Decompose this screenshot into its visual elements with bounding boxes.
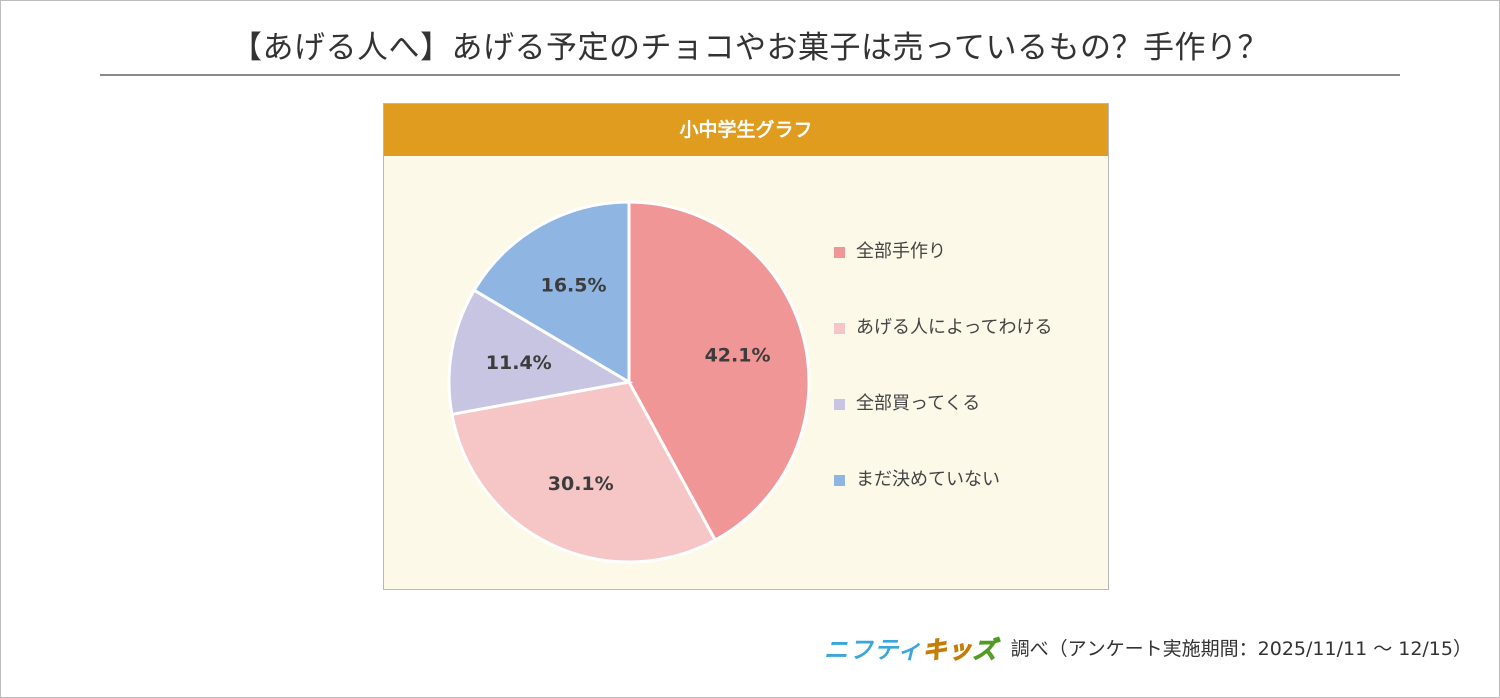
pie-slice-undecided [472,200,631,385]
chart-panel: 小中学生グラフ 42.1% 30.1% 11.4% 16.5% 全部手作り あげる人に… [383,103,1109,590]
title-divider [100,74,1400,76]
pie-slice-depends-on-person [450,380,718,564]
legend-swatch [834,247,845,258]
pie-chart: 42.1% 30.1% 11.4% 16.5% [447,200,811,564]
legend-label: まだ決めていない [856,469,1000,490]
survey-source-text: 調べ（アンケート実施期間：2025/11/11 〜 12/15） [1010,638,1472,660]
pie-labels: 42.1% 30.1% 11.4% 16.5% [486,275,771,495]
data-label-all-handmade: 42.1% [705,344,771,366]
legend-swatch [834,323,845,334]
nifty-kids-logo: ニフティキッズ [823,636,998,665]
legend-swatch [834,399,845,410]
pie-slices [447,200,811,564]
data-label-all-bought: 11.4% [486,352,552,374]
data-label-undecided: 16.5% [541,275,607,297]
legend-label: 全部買ってくる [856,393,981,414]
data-label-depends-on-person: 30.1% [548,473,614,495]
source-footer: ニフティキッズ 調べ（アンケート実施期間：2025/11/11 〜 12/15） [824,630,1472,666]
chart-panel-header: 小中学生グラフ [384,104,1108,156]
pie-slice-all-bought [447,288,634,417]
page-title: 【あげる人へ】あげる予定のチョコやお菓子は売っているもの？手作り？ [231,30,1269,66]
legend-label: あげる人によってわける [856,317,1053,338]
legend-label: 全部手作り [856,241,946,262]
pie-slice-all-handmade [627,200,811,543]
legend-swatch [834,475,845,486]
